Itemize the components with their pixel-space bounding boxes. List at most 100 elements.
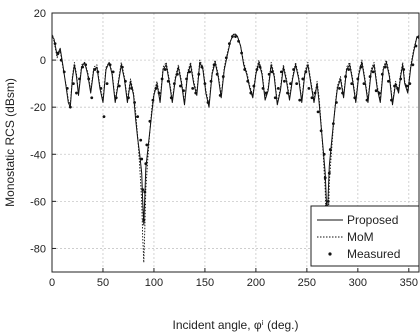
measured-point — [191, 86, 195, 90]
measured-point — [264, 91, 268, 95]
series-line-mom — [52, 33, 419, 264]
measured-point — [411, 63, 415, 67]
measured-point — [258, 65, 262, 69]
measured-point — [141, 188, 145, 191]
measured-point — [127, 96, 130, 100]
measured-point — [75, 91, 78, 95]
measured-point — [249, 91, 253, 95]
measured-point — [72, 82, 75, 86]
measured-point — [286, 91, 289, 95]
measured-point — [53, 42, 57, 46]
measured-point — [276, 86, 280, 90]
y-tick-label: -60 — [30, 196, 46, 208]
x-tick-label: 250 — [298, 277, 316, 289]
measured-point — [148, 119, 152, 123]
measured-point — [160, 77, 164, 81]
x-tick-label: 150 — [196, 277, 214, 289]
measured-point — [261, 86, 265, 90]
y-tick-label: -80 — [30, 243, 46, 255]
measured-point — [142, 218, 146, 222]
measured-point — [255, 68, 259, 71]
measured-point — [140, 157, 144, 161]
measured-point — [185, 77, 188, 81]
measured-point — [209, 79, 213, 83]
measured-point — [182, 89, 185, 93]
series-measured — [52, 35, 419, 232]
measured-point — [316, 110, 320, 114]
measured-point — [96, 70, 100, 74]
measured-point — [323, 176, 327, 180]
series-proposed — [52, 33, 419, 226]
measured-point — [157, 91, 161, 95]
y-tick-label: -20 — [30, 102, 46, 114]
measured-point — [368, 75, 372, 78]
measured-point — [166, 79, 170, 83]
measured-point — [130, 86, 133, 90]
measured-point — [350, 82, 354, 86]
measured-point — [145, 143, 149, 147]
series-mom — [52, 33, 419, 264]
x-tick-label: 50 — [97, 277, 109, 289]
measured-point — [224, 56, 228, 60]
measured-point — [387, 79, 390, 83]
measured-point — [56, 51, 60, 55]
measured-point — [197, 72, 201, 76]
measured-point — [408, 82, 412, 86]
measured-point — [105, 82, 109, 86]
measured-point — [78, 77, 81, 81]
measured-point — [93, 68, 97, 71]
measured-point — [301, 77, 305, 81]
measured-point — [380, 72, 384, 76]
measured-point — [273, 96, 277, 100]
measured-point — [179, 84, 182, 88]
measured-point — [62, 70, 66, 74]
measured-point — [151, 98, 155, 102]
legend-box — [310, 205, 420, 267]
measured-point — [111, 70, 115, 74]
measured-point — [365, 98, 369, 102]
measured-point — [283, 79, 286, 83]
measured-point — [102, 115, 106, 118]
measured-point — [81, 65, 84, 69]
measured-point — [240, 51, 244, 55]
measured-point — [90, 96, 94, 100]
x-axis-title: Incident angle, φⁱ (deg.) — [173, 318, 299, 332]
measured-point — [59, 58, 63, 62]
measured-point — [359, 65, 363, 69]
measured-point — [399, 77, 403, 81]
measured-point — [270, 70, 274, 74]
measured-point — [120, 65, 124, 69]
measured-point — [144, 162, 148, 166]
legend-label: Measured — [347, 247, 400, 261]
measured-point — [374, 89, 378, 93]
measured-point — [356, 77, 360, 81]
measured-point — [68, 105, 72, 109]
measured-point — [154, 86, 158, 90]
measured-point — [221, 75, 225, 78]
measured-point — [218, 94, 222, 97]
legend-marker — [328, 252, 332, 256]
measured-point — [267, 72, 271, 76]
measured-point — [124, 79, 127, 83]
measured-point — [114, 96, 118, 100]
measured-point — [279, 70, 283, 74]
measured-point — [362, 82, 366, 86]
measured-point — [163, 68, 167, 71]
measured-point — [383, 65, 387, 69]
measured-point — [175, 72, 179, 76]
series-layer — [52, 33, 419, 264]
measured-point — [188, 70, 192, 74]
measured-point — [234, 35, 237, 38]
legend-label: MoM — [347, 230, 374, 244]
measured-point — [347, 68, 351, 71]
measured-point — [133, 101, 136, 104]
x-tick-label: 350 — [400, 277, 418, 289]
measured-point — [215, 72, 219, 76]
measured-point — [322, 152, 326, 156]
measured-point — [252, 84, 256, 88]
measured-point — [304, 70, 308, 74]
measured-point — [203, 82, 207, 86]
legend-label: Proposed — [347, 213, 398, 227]
measured-point — [371, 70, 375, 74]
